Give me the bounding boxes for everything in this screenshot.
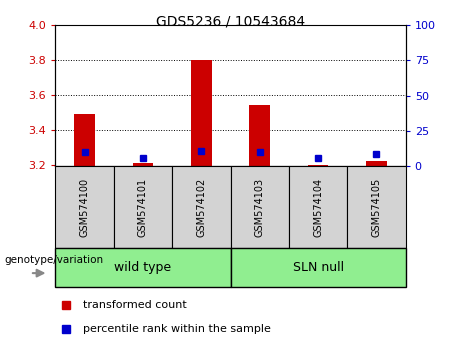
Text: GDS5236 / 10543684: GDS5236 / 10543684 [156,14,305,28]
Text: GSM574104: GSM574104 [313,177,323,237]
Text: percentile rank within the sample: percentile rank within the sample [83,324,271,334]
Text: GSM574103: GSM574103 [254,177,265,237]
Bar [249,105,270,166]
Text: transformed count: transformed count [83,300,187,310]
Bar [366,161,387,166]
Bar [172,166,230,248]
Bar [55,248,230,287]
Text: genotype/variation: genotype/variation [5,255,104,265]
Text: GSM574105: GSM574105 [372,177,382,237]
Bar [347,166,406,248]
Bar [55,166,114,248]
Bar [230,166,289,248]
Bar [114,166,172,248]
Text: SLN null: SLN null [293,261,343,274]
Text: GSM574102: GSM574102 [196,177,207,237]
Bar [289,166,347,248]
Text: GSM574101: GSM574101 [138,177,148,237]
Text: GSM574100: GSM574100 [79,177,89,237]
Bar [133,163,153,166]
Bar [230,248,406,287]
Bar [74,114,95,166]
Bar [308,165,328,166]
Text: wild type: wild type [114,261,171,274]
Bar [191,60,212,166]
